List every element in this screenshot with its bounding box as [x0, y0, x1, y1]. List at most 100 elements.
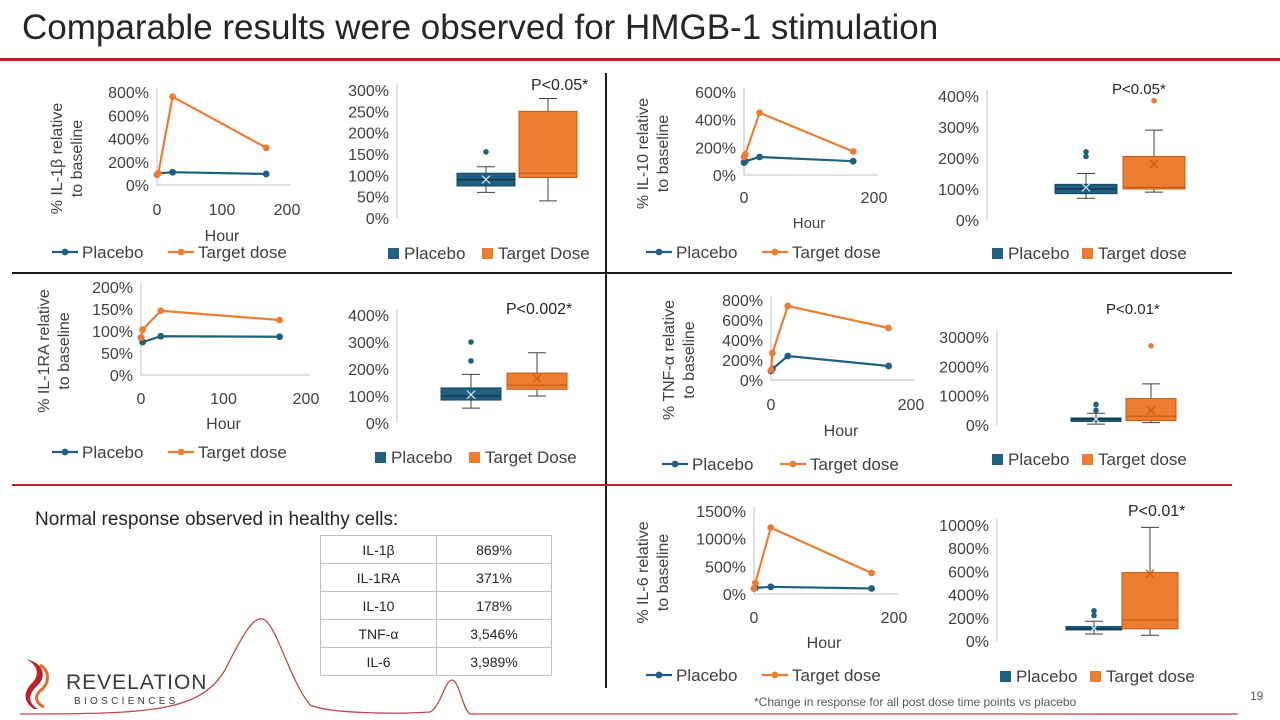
p-value-label: P<0.002*: [506, 301, 572, 318]
target-dose-data-point: [752, 579, 759, 587]
y-axis-label: to baseline: [655, 534, 672, 611]
legend-label: Placebo: [676, 243, 737, 262]
x-tick-label: 200: [274, 202, 301, 219]
y-tick-label: 0%: [110, 368, 133, 385]
y-tick-label: 0%: [966, 634, 989, 651]
legend-marker: [655, 671, 663, 679]
legend-square-swatch: [1082, 454, 1093, 465]
legend-square-swatch: [992, 248, 1003, 259]
x-tick-label: 0: [740, 190, 749, 207]
target-dose-data-point: [767, 524, 775, 531]
x-tick-label: 0: [767, 397, 776, 414]
y-tick-label: 800%: [722, 293, 763, 310]
legend-square-swatch: [1090, 671, 1101, 682]
y-tick-label: 200%: [722, 353, 763, 370]
marker-cell: IL-1β: [320, 535, 437, 564]
legend-marker: [61, 248, 69, 256]
healthy-response-heading: Normal response observed in healthy cell…: [35, 509, 399, 530]
target-dose-outlier-point: [1151, 97, 1157, 104]
divider-row-2: [12, 484, 1232, 486]
value-cell: 371%: [436, 563, 552, 592]
legend-label: Target dose: [810, 455, 899, 474]
placebo-data-point: [784, 352, 792, 360]
target-dose-data-point: [137, 334, 145, 341]
legend-label: Target dose: [1106, 667, 1195, 686]
y-tick-label: 300%: [348, 335, 389, 352]
placebo-outlier-point: [1093, 401, 1099, 408]
il10-line-chart: 600% 400% 200% 0%0 200 Hour % IL-10 relative to…: [635, 85, 888, 262]
y-tick-label: 800%: [108, 85, 149, 102]
legend-marker: [771, 671, 779, 679]
x-tick-label: 200: [881, 610, 908, 627]
y-tick-label: 500%: [705, 559, 746, 576]
target-dose-data-point: [276, 316, 283, 324]
target-dose-mean-marker: [532, 373, 542, 383]
y-tick-label: 100%: [92, 324, 133, 341]
legend-label: Placebo: [676, 666, 737, 685]
y-tick-label: 1000%: [696, 532, 746, 549]
y-tick-label: 600%: [722, 313, 763, 330]
legend-label: Target dose: [198, 443, 287, 462]
x-tick-label: 100: [210, 391, 237, 408]
healthy-response-table: IL-1β 869% IL-1RA 371% IL-10 178% TNF-α 3,54…: [320, 535, 552, 676]
tnfa-box-plot: 3000% 2000% 1000% 0% P<0.01* Placebo Target do…: [939, 301, 1187, 469]
placebo-outlier-point: [468, 358, 474, 364]
placebo-data-point: [756, 153, 763, 161]
table-row: IL-10 178%: [320, 591, 552, 620]
table-row: IL-1β 869%: [320, 535, 552, 564]
placebo-mean-marker: [1089, 623, 1099, 633]
legend-label: Placebo: [1016, 667, 1077, 686]
y-tick-label: 400%: [108, 132, 149, 149]
p-value-label: P<0.05*: [531, 77, 588, 94]
legend-label: Placebo: [391, 448, 452, 467]
y-tick-label: 400%: [695, 113, 736, 130]
divider-vertical: [605, 73, 607, 688]
x-tick-label: 0: [137, 391, 146, 408]
il1b-box-plot: 300% 250% 200% 150% 100% 50% 0% P<0.05* Placebo T…: [348, 77, 590, 263]
legend-marker: [671, 460, 679, 468]
il6-line-chart: 1500% 1000% 500% 0%0 200 Hour % IL-6 relative t…: [635, 504, 908, 685]
placebo-outlier-point: [1091, 612, 1097, 619]
y-tick-label: 200%: [695, 140, 736, 157]
il6-box-plot: 1000% 800% 600% 400% 200% 0% P<0.01* Placebo Tar…: [939, 503, 1195, 686]
placebo-outlier-point: [468, 339, 474, 345]
target-dose-data-point: [750, 585, 758, 592]
legend-square-swatch: [1000, 671, 1011, 682]
y-tick-label: 50%: [357, 190, 389, 207]
target-dose-data-point: [756, 109, 763, 117]
legend-marker: [177, 248, 185, 256]
y-tick-label: 400%: [938, 89, 979, 106]
target-dose-data-point: [169, 93, 177, 101]
il10-box-plot: 400% 300% 200% 100% 0% P<0.05* Placebo Target d…: [938, 81, 1187, 263]
placebo-data-point: [262, 170, 270, 178]
y-tick-label: 300%: [348, 83, 389, 100]
x-axis-label: Hour: [206, 416, 241, 433]
target-dose-series-line: [156, 94, 267, 176]
x-tick-label: 200: [861, 190, 888, 207]
y-tick-label: 0%: [740, 373, 763, 390]
placebo-outlier-point: [1083, 153, 1089, 160]
placebo-mean-marker: [481, 175, 491, 185]
legend-label: Target dose: [198, 243, 287, 262]
x-tick-label: 0: [750, 610, 759, 627]
legend-square-swatch: [375, 452, 386, 463]
y-tick-label: 200%: [348, 126, 389, 143]
slide-title: Comparable results were observed for HMG…: [22, 8, 939, 47]
page-number: 19: [1250, 689, 1264, 703]
y-tick-label: 100%: [938, 182, 979, 199]
table-row: IL-1RA 371%: [320, 563, 552, 592]
placebo-outlier-point: [1093, 407, 1099, 414]
y-tick-label: 1500%: [696, 504, 746, 521]
y-axis-label: to baseline: [655, 115, 672, 192]
placebo-outlier-point: [1083, 149, 1089, 155]
value-cell: 869%: [436, 535, 552, 564]
legend-label: Placebo: [82, 243, 143, 262]
y-tick-label: 150%: [92, 302, 133, 319]
y-tick-label: 2000%: [939, 359, 989, 376]
y-tick-label: 200%: [92, 280, 133, 297]
y-axis-label: % IL-1β relative: [49, 103, 66, 215]
y-tick-label: 400%: [948, 588, 989, 605]
target-dose-box: [506, 372, 568, 390]
p-value-label: P<0.05*: [1112, 81, 1166, 98]
placebo-data-point: [276, 333, 283, 341]
